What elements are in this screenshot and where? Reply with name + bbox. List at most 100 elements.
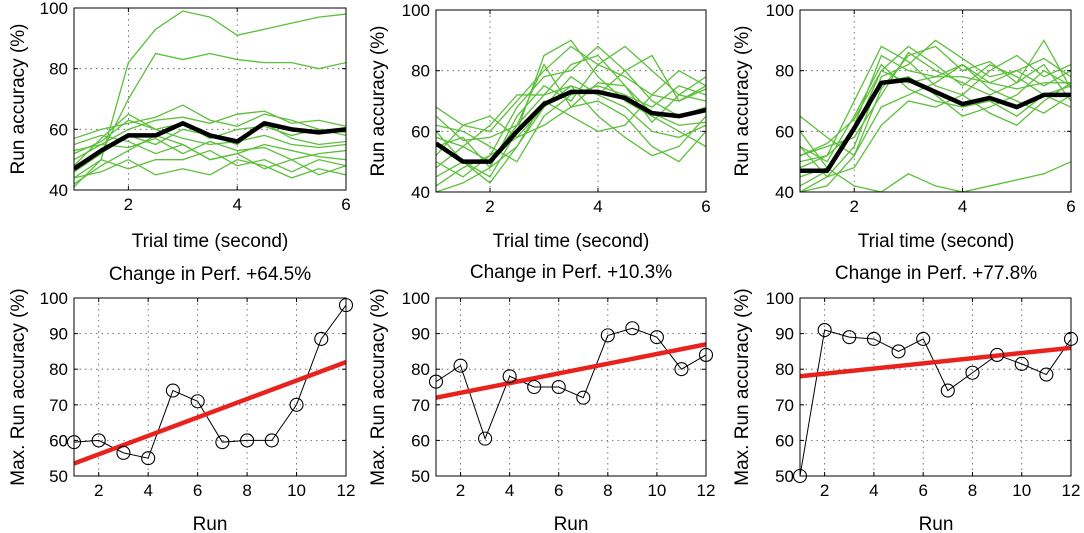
y-tick-label: 60	[411, 431, 430, 450]
x-tick-label: 2	[456, 481, 465, 500]
series-line-run-9	[436, 69, 706, 192]
y-tick-label: 90	[49, 325, 68, 344]
y-tick-label: 50	[411, 467, 430, 486]
axes-frame	[799, 297, 1072, 477]
series-line-run-10	[800, 39, 1071, 192]
data-point	[165, 383, 180, 398]
series-line-run-10	[436, 85, 706, 157]
x-tick-label: 10	[1012, 481, 1031, 500]
chart-panel-bottom-right: 2 4 6 8 10 12 50 60 70 80 90 100 Run Max. Run accurac…	[732, 263, 1080, 533]
y-tick-label: 60	[775, 122, 794, 141]
series-line-run-8	[436, 85, 706, 163]
data-point	[649, 330, 664, 345]
series-line-run-11	[436, 54, 706, 157]
plot-area	[800, 298, 1071, 476]
data-point	[478, 431, 493, 446]
x-tick-label: 6	[918, 481, 927, 500]
y-tick-label: 100	[766, 1, 794, 20]
data-point	[190, 394, 205, 409]
y-tick-label: 40	[411, 183, 430, 202]
x-tick-label: 2	[820, 481, 829, 500]
x-tick-label: 6	[193, 481, 202, 500]
axes-frame	[73, 297, 347, 477]
data-point	[141, 451, 156, 466]
x-tick-label: 8	[968, 481, 977, 500]
y-tick-label: 80	[49, 360, 68, 379]
y-tick-label: 50	[49, 467, 68, 486]
chart-panel-top-right: 2 4 6 40 60 80 100 Trial time (second) Run accur…	[732, 1, 1076, 252]
series-line-run-1	[74, 10, 346, 188]
x-tick-label: 10	[647, 481, 666, 500]
y-axis-label: Max. Run accuracy (%)	[368, 288, 389, 485]
series-line-run-1	[436, 45, 706, 133]
x-tick-label: 4	[232, 195, 241, 214]
chart-title: Change in Perf. +64.5%	[109, 264, 311, 285]
y-axis-label: Run accuracy (%)	[8, 24, 29, 175]
chart-panel-top-left: 2 4 6 40 60 80 100 Trial time (second) Run accur…	[8, 0, 351, 252]
run-line	[800, 329, 1071, 476]
data-point	[314, 331, 329, 346]
series-line-run-4	[800, 39, 1071, 192]
x-tick-label: 6	[701, 197, 710, 216]
series-line-run-11	[800, 130, 1071, 192]
data-point	[551, 379, 566, 395]
y-tick-label: 40	[775, 183, 794, 202]
series-line-run-12	[436, 63, 706, 142]
x-tick-label: 10	[287, 481, 306, 500]
data-point	[1014, 356, 1029, 371]
x-tick-label: 2	[485, 197, 494, 216]
series-line-run-7	[74, 110, 346, 161]
x-tick-label: 4	[869, 481, 878, 500]
x-tick-label: 6	[1066, 197, 1075, 216]
series-line-run-12	[74, 137, 346, 161]
y-tick-label: 60	[49, 431, 68, 450]
x-tick-label: 2	[849, 197, 858, 216]
x-axis-label: Run	[919, 514, 954, 533]
y-axis-label: Run accuracy (%)	[368, 26, 389, 177]
data-point	[916, 331, 931, 346]
trend-line	[436, 342, 706, 400]
trend-line	[74, 359, 346, 466]
data-point	[940, 383, 955, 398]
data-point	[866, 331, 881, 346]
plot-area	[74, 8, 346, 190]
data-point	[600, 328, 615, 343]
axes-frame	[73, 7, 347, 191]
data-point	[817, 322, 832, 338]
mean-line	[436, 89, 706, 164]
data-point	[842, 330, 857, 345]
data-point	[1039, 367, 1054, 382]
y-tick-label: 60	[49, 120, 68, 139]
y-tick-label: 60	[775, 431, 794, 450]
mean-line	[800, 77, 1071, 174]
x-tick-label: 4	[593, 197, 602, 216]
trend-line	[800, 345, 1071, 379]
series-line-run-3	[74, 119, 346, 155]
data-layer	[436, 39, 706, 192]
y-tick-label: 100	[40, 289, 68, 308]
axes-frame	[435, 9, 707, 193]
chart-title: Change in Perf. +77.8%	[835, 263, 1037, 284]
data-point	[240, 433, 255, 448]
y-tick-label: 60	[411, 122, 430, 141]
data-point	[91, 433, 106, 448]
data-point	[674, 362, 689, 377]
x-tick-label: 2	[94, 481, 103, 500]
data-layer	[74, 10, 346, 188]
y-tick-label: 100	[402, 1, 430, 20]
data-point	[215, 435, 230, 450]
chart-panel-bottom-left: 2 4 6 8 10 12 50 60 70 80 90 100 Run Max. Run accurac…	[8, 264, 355, 533]
series-line-run-9	[74, 104, 346, 140]
y-tick-label: 80	[411, 62, 430, 81]
x-tick-label: 12	[337, 481, 356, 500]
run-line	[74, 304, 346, 459]
axes-frame	[435, 297, 707, 477]
x-tick-label: 6	[341, 195, 350, 214]
series-line-run-9	[800, 82, 1071, 178]
y-tick-label: 90	[411, 325, 430, 344]
x-axis-label: Trial time (second)	[493, 231, 650, 252]
data-layer	[800, 329, 1071, 476]
y-tick-label: 100	[40, 0, 68, 18]
series-line-run-6	[800, 45, 1071, 169]
